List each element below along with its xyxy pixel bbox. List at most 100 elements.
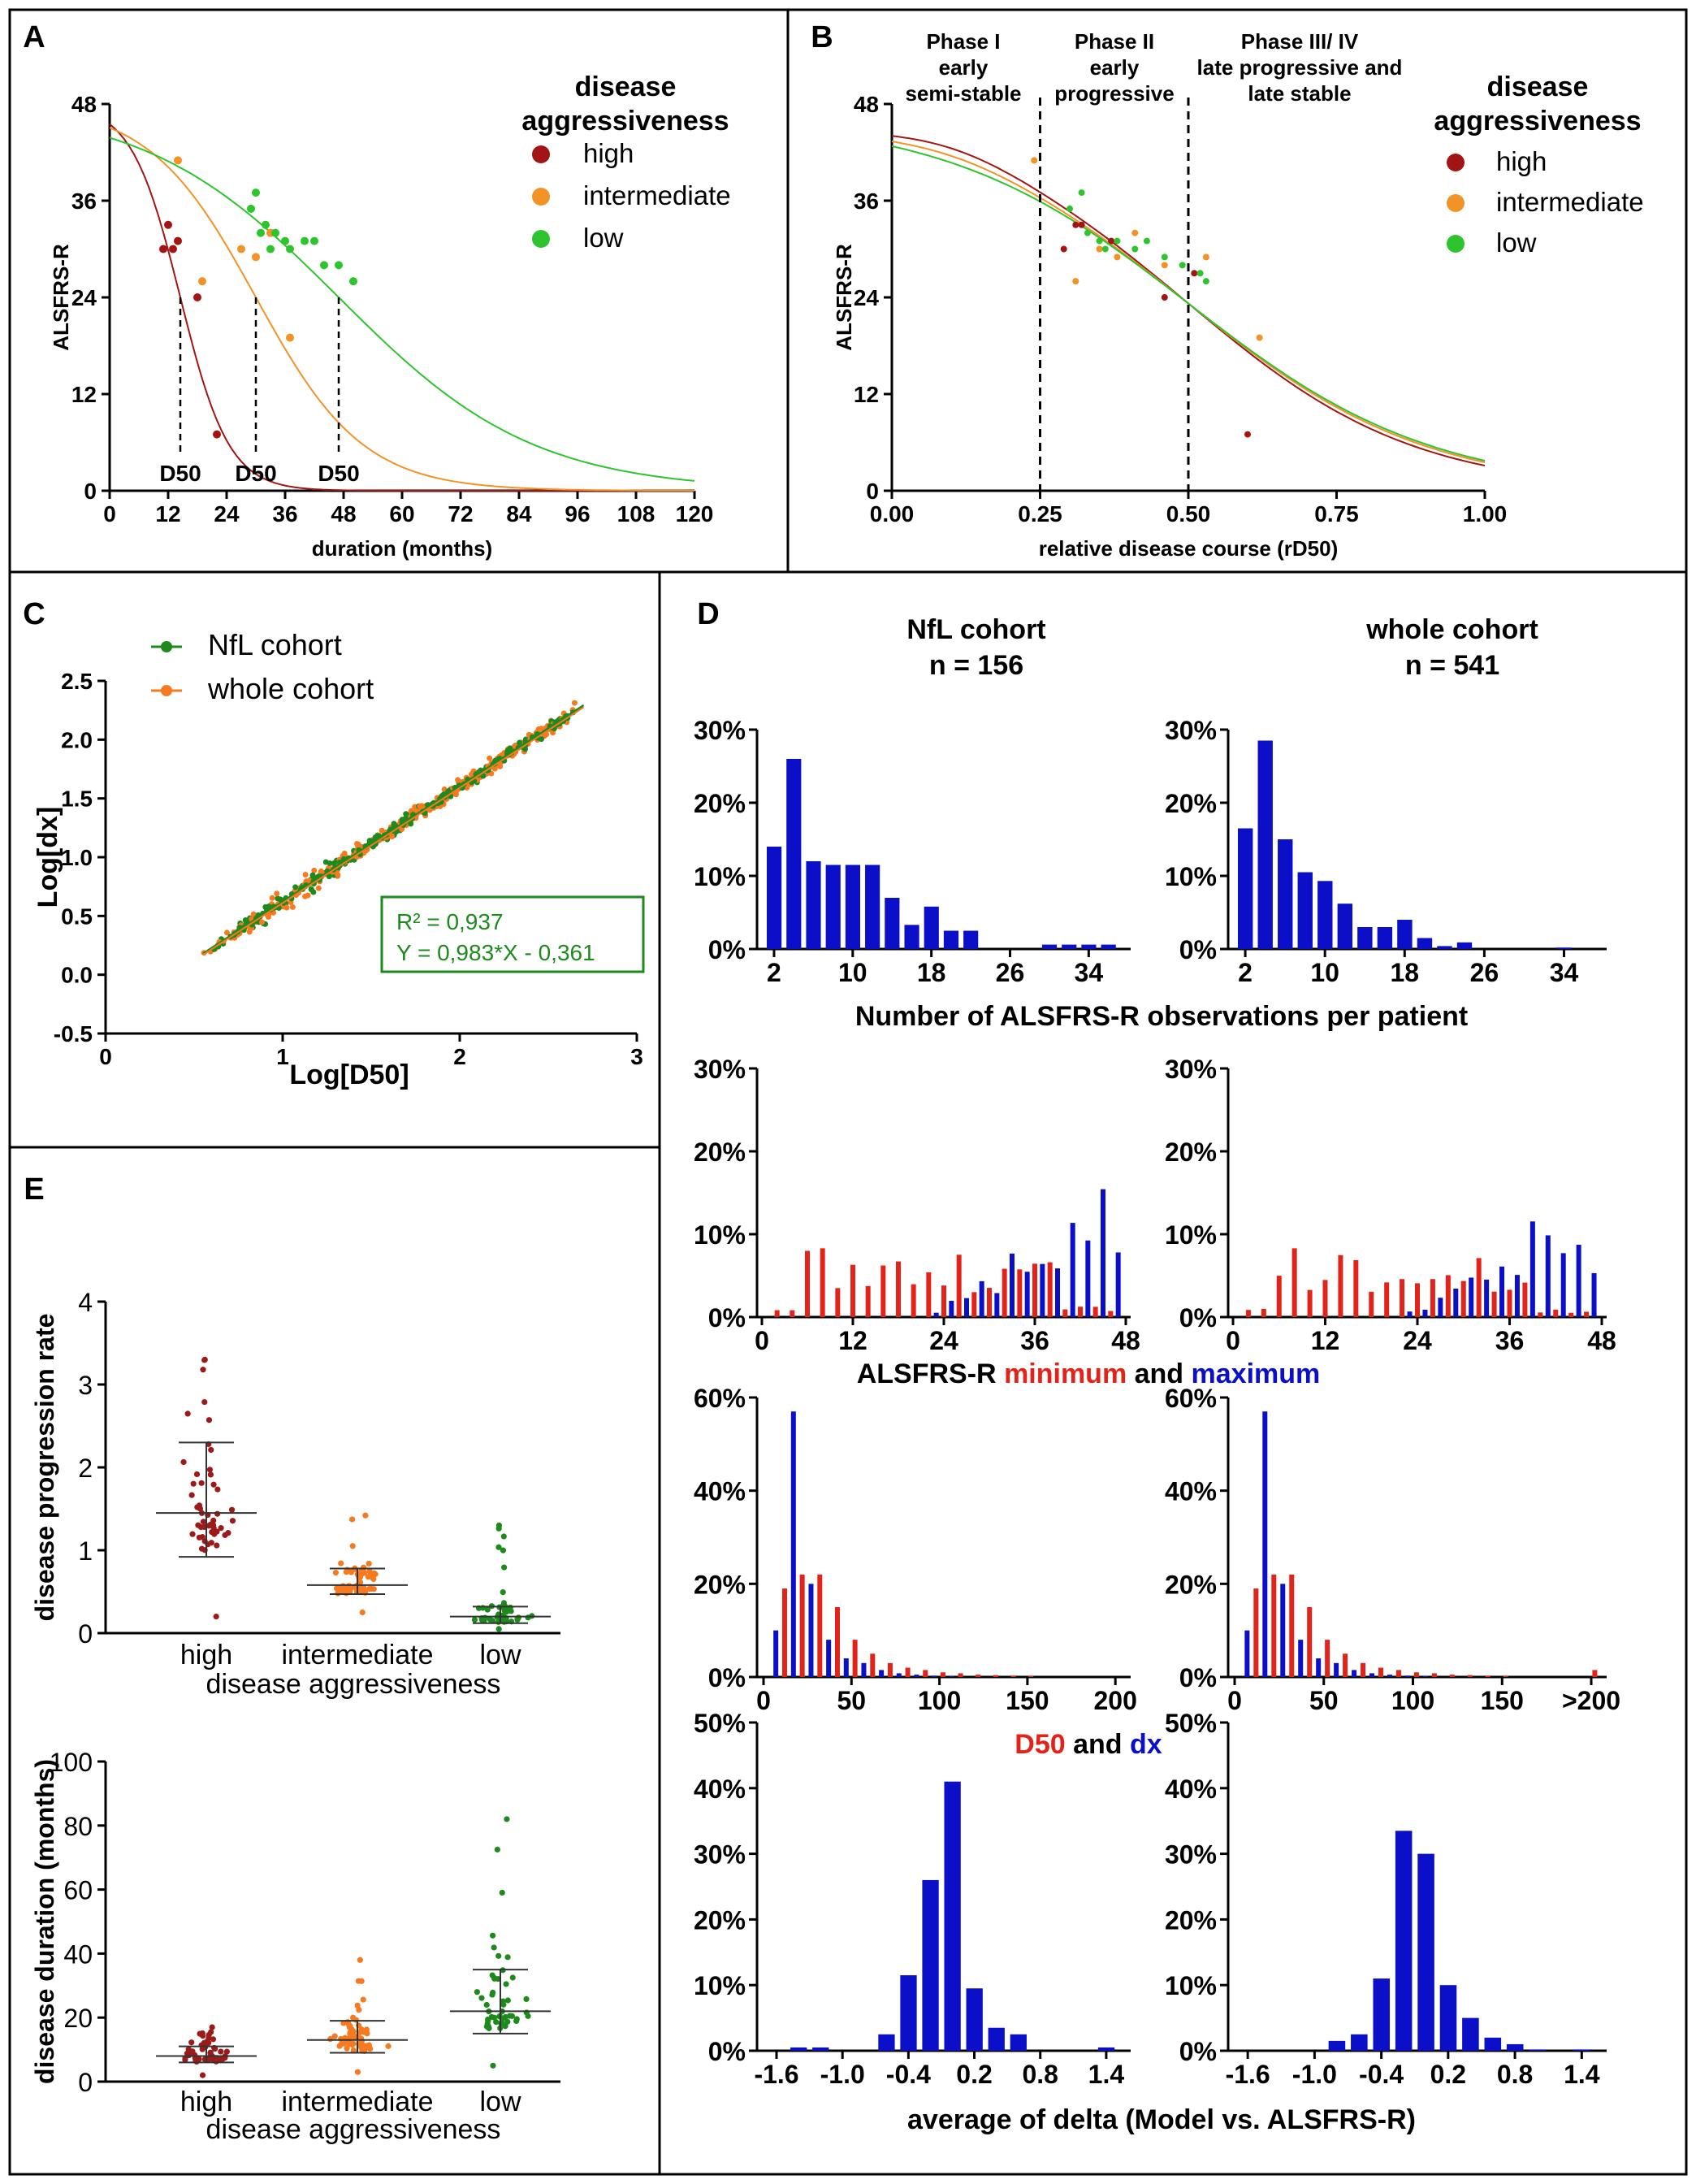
data-point-low	[489, 1972, 495, 1978]
data-point-low	[286, 245, 294, 254]
x-tick-label: 48	[1587, 1326, 1616, 1355]
data-point-high	[1078, 221, 1085, 228]
histogram-bar	[944, 1781, 961, 2051]
bar-dx	[949, 1675, 954, 1677]
y-tick-label: 30%	[694, 1840, 746, 1870]
data-point-intermediate	[340, 2020, 347, 2026]
phase-label: late progressive and	[1197, 55, 1403, 80]
annotation-box	[380, 895, 645, 973]
y-tick-label: 100	[50, 1748, 93, 1777]
data-point-high	[1244, 431, 1251, 438]
bar-d50	[870, 1653, 876, 1677]
data-point-high	[198, 1480, 205, 1486]
y-axis-title: ALSFRS-R	[832, 244, 856, 351]
data-point-intermediate	[357, 2029, 364, 2035]
data-point-intermediate	[349, 1516, 356, 1523]
data-point-intermediate	[361, 1585, 367, 1592]
x-tick-label: 26	[996, 958, 1025, 987]
x-tick-label: 48	[331, 501, 356, 526]
y-tick-label: 10%	[694, 1971, 746, 2000]
data-point-low	[523, 1996, 530, 2003]
data-point-intermediate	[366, 1585, 373, 1592]
panel-label-B: B	[811, 20, 833, 54]
data-point-high	[174, 236, 182, 245]
y-tick-label: 2.0	[61, 727, 93, 752]
point-whole-cohort	[389, 834, 396, 840]
phase-label: late stable	[1248, 81, 1351, 106]
bar-d50	[993, 1675, 998, 1677]
data-point-low	[507, 2013, 513, 2019]
bar-maximum	[1484, 1279, 1490, 1317]
data-point-low	[1078, 189, 1085, 197]
bar-minimum	[1092, 1306, 1098, 1317]
bar-dx	[1404, 1675, 1410, 1677]
point-whole-cohort	[302, 872, 309, 878]
x-tick-label: 0.8	[1022, 2060, 1058, 2089]
x-tick-label: 100	[918, 1686, 961, 1715]
data-point-intermediate	[327, 2035, 334, 2043]
row-x-label-part: D50	[1015, 1729, 1065, 1760]
data-point-low	[257, 228, 265, 237]
data-point-high	[198, 1545, 206, 1552]
data-point-intermediate	[339, 1587, 345, 1594]
x-tick-label: 0.00	[870, 501, 915, 526]
x-axis-title: relative disease course (rD50)	[1039, 536, 1339, 561]
data-point-low	[525, 1614, 531, 1621]
y-tick-label: 10%	[1165, 862, 1217, 891]
x-tick-label: 0.25	[1018, 501, 1062, 526]
x-tick-label: 12	[1311, 1326, 1340, 1355]
y-tick-label: 30%	[1165, 1055, 1217, 1084]
histogram-bar	[1456, 942, 1473, 949]
bar-d50	[1467, 1675, 1473, 1677]
bar-minimum	[1291, 1248, 1297, 1317]
data-point-high	[209, 2024, 215, 2030]
bar-dx	[1262, 1411, 1268, 1677]
data-point-low	[349, 277, 357, 286]
data-point-low	[484, 1606, 491, 1613]
data-point-high	[218, 2048, 224, 2055]
data-point-high	[1072, 221, 1079, 228]
x-tick-label: 1	[276, 1044, 289, 1069]
histogram-bar	[1357, 927, 1373, 949]
bar-minimum	[1108, 1311, 1114, 1317]
bar-maximum	[964, 1298, 969, 1317]
data-point-low	[310, 236, 318, 245]
data-point-intermediate	[331, 2033, 338, 2039]
point-nfl-cohort	[403, 811, 409, 817]
data-point-low	[478, 1616, 485, 1623]
panel-c: 0 1 2 3 -0.5 0.0 0.5 1.0 1.5 2.0 2.5 Log[D50] Log[dx…	[32, 628, 645, 1090]
annotation-r2: R² = 0,937	[396, 909, 504, 934]
bar-minimum	[820, 1248, 825, 1317]
y-tick-label: 10%	[1165, 1220, 1217, 1250]
data-point-high	[214, 1542, 220, 1549]
histogram-bar	[1337, 904, 1353, 949]
point-whole-cohort	[258, 919, 265, 925]
data-point-low	[266, 245, 275, 254]
data-point-low	[494, 1846, 500, 1852]
x-tick-label: 12	[838, 1326, 867, 1355]
legend-label: NfL cohort	[208, 628, 342, 661]
x-tick-label: 34	[1550, 958, 1579, 987]
histogram-bar	[1097, 2047, 1115, 2051]
bar-minimum	[971, 1292, 977, 1317]
point-whole-cohort	[311, 867, 318, 873]
y-tick-label: 20%	[1165, 1570, 1217, 1599]
histogram-bar	[1529, 2049, 1546, 2051]
data-point-low	[500, 1533, 507, 1540]
annotation-equation: Y = 0,983*X - 0,361	[396, 940, 595, 965]
x-tick-label: 34	[1075, 958, 1104, 987]
bar-dx	[896, 1673, 902, 1677]
data-point-low	[496, 2013, 503, 2020]
row-x-label-part: minimum	[1004, 1358, 1127, 1389]
y-tick-label: 60%	[1165, 1384, 1217, 1413]
data-point-intermediate	[198, 277, 206, 286]
data-point-high	[188, 2039, 195, 2046]
bar-d50	[923, 1670, 928, 1677]
x-axis-title: disease aggressiveness	[206, 1669, 501, 1700]
bar-minimum	[1507, 1289, 1512, 1317]
x-tick-label: 1.00	[1463, 501, 1508, 526]
row-x-label-part: and	[1127, 1358, 1191, 1389]
x-tick-label: 26	[1470, 958, 1499, 987]
y-tick-label: 12	[854, 382, 879, 407]
y-tick-label: 3	[78, 1371, 93, 1400]
